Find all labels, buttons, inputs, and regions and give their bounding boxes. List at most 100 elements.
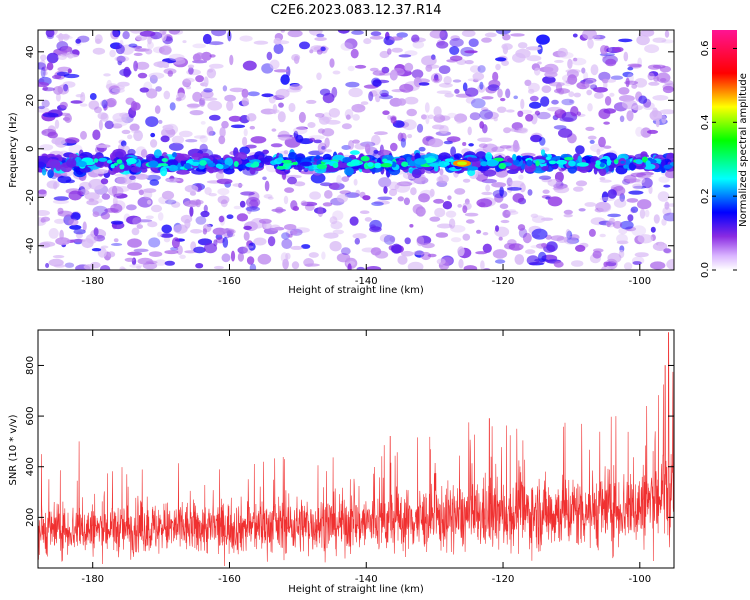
ridge-cell (116, 159, 123, 165)
noise-cell (229, 87, 245, 93)
noise-cell (433, 77, 440, 82)
noise-cell (547, 106, 563, 112)
noise-cell (147, 35, 152, 45)
noise-cell (284, 224, 297, 231)
noise-cell (625, 178, 641, 183)
ridge-cell (414, 158, 427, 165)
noise-cell (208, 193, 217, 197)
ridge-cell (625, 158, 631, 166)
noise-cell (316, 72, 322, 81)
y-tick-label: 400 (25, 457, 36, 476)
noise-cell (404, 96, 419, 105)
noise-cell (535, 260, 546, 265)
noise-cell (653, 214, 660, 224)
noise-cell (173, 57, 188, 68)
noise-cell (133, 130, 144, 142)
noise-cell (203, 88, 213, 93)
noise-cell (382, 110, 390, 115)
noise-cell (127, 251, 143, 256)
noise-cell (439, 168, 444, 176)
noise-cell (351, 30, 364, 35)
noise-cell (344, 109, 354, 120)
spectrogram-y-label: Frequency (Hz) (8, 112, 19, 188)
ridge-cell (485, 152, 493, 161)
noise-cell (373, 149, 379, 154)
noise-cell (182, 40, 187, 44)
ridge-cell (110, 164, 115, 169)
noise-cell (529, 101, 542, 109)
noise-cell (209, 63, 224, 69)
ridge-cell (606, 158, 612, 166)
noise-cell (324, 137, 330, 148)
noise-cell (221, 120, 229, 129)
noise-cell (157, 212, 164, 221)
noise-cell (319, 88, 331, 96)
noise-cell (514, 254, 525, 265)
noise-cell (359, 210, 370, 214)
noise-cell (495, 57, 507, 62)
noise-cell (341, 176, 350, 183)
noise-cell (264, 180, 270, 192)
noise-cell (587, 103, 593, 112)
noise-cell (616, 233, 628, 244)
noise-cell (202, 228, 208, 235)
noise-cell (161, 44, 172, 56)
noise-cell (226, 229, 235, 235)
noise-cell (120, 140, 127, 147)
ridge-cell (540, 149, 546, 156)
x-tick-label: -180 (81, 276, 104, 287)
noise-cell (226, 214, 234, 219)
noise-cell (648, 81, 660, 86)
noise-cell (344, 192, 360, 198)
noise-cell (282, 258, 289, 270)
noise-cell (183, 200, 199, 208)
noise-cell (618, 87, 630, 95)
noise-cell (137, 196, 153, 208)
noise-cell (664, 80, 674, 86)
x-tick-label: -180 (81, 574, 104, 585)
noise-cell (461, 30, 476, 37)
noise-cell (127, 238, 142, 248)
noise-cell (321, 146, 326, 150)
noise-cell (116, 176, 132, 185)
noise-cell (218, 135, 226, 145)
ridge-cell (148, 160, 159, 168)
noise-cell (54, 218, 66, 224)
noise-cell (512, 141, 520, 153)
noise-cell (140, 149, 148, 158)
noise-cell (500, 219, 510, 224)
noise-cell (59, 101, 68, 109)
noise-cell (463, 265, 478, 270)
noise-cell (129, 263, 143, 268)
noise-cell (346, 257, 351, 263)
noise-cell (605, 78, 617, 83)
noise-cell (269, 224, 281, 232)
ridge-cell (349, 150, 360, 155)
noise-cell (356, 266, 365, 270)
noise-cell (46, 62, 54, 71)
noise-cell (389, 69, 398, 81)
noise-cell (370, 247, 382, 256)
ridge-cell (429, 163, 441, 167)
noise-cell (627, 214, 634, 222)
noise-cell (287, 176, 297, 185)
noise-cell (622, 71, 634, 78)
noise-cell (39, 242, 51, 249)
noise-cell (663, 184, 671, 188)
noise-cell (351, 103, 366, 113)
noise-cell (57, 54, 67, 60)
noise-cell (68, 190, 82, 201)
noise-cell (38, 107, 50, 113)
noise-cell (52, 255, 65, 259)
noise-cell (164, 250, 179, 255)
noise-cell (553, 125, 567, 130)
noise-cell (136, 265, 142, 270)
noise-cell (434, 207, 446, 218)
noise-cell (99, 265, 111, 270)
noise-cell (314, 207, 327, 215)
noise-cell (373, 200, 390, 205)
noise-cell (399, 180, 416, 186)
noise-cell (209, 114, 221, 121)
noise-cell (104, 120, 114, 130)
noise-cell (329, 182, 340, 190)
